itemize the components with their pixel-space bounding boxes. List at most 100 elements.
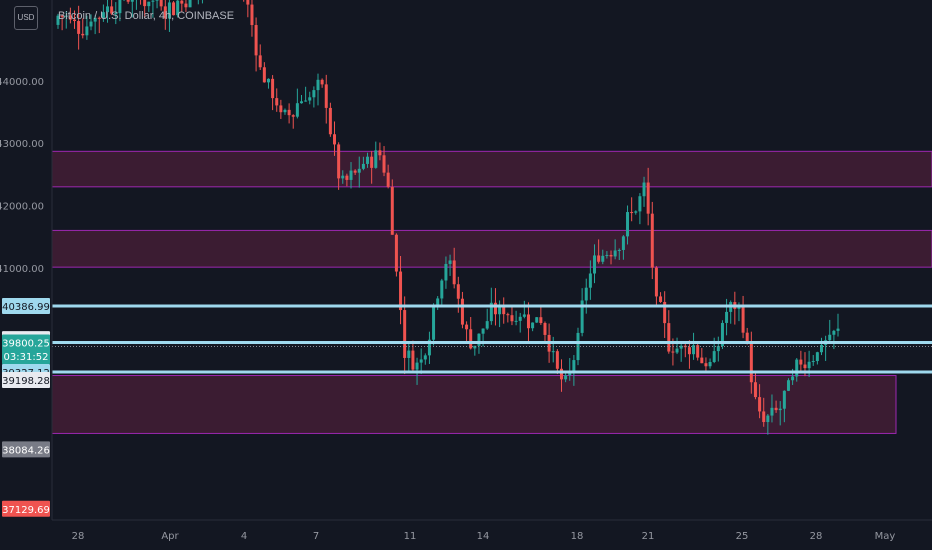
candle-down xyxy=(753,382,757,398)
candle-down xyxy=(184,3,188,8)
candle-up xyxy=(444,263,448,281)
candle-down xyxy=(758,397,762,412)
candle-up xyxy=(778,408,782,411)
candle-up xyxy=(807,361,811,369)
candle-down xyxy=(254,25,258,56)
price-label-box xyxy=(2,348,50,365)
candle-up xyxy=(308,97,312,101)
candle-down xyxy=(333,134,337,145)
price-label: 37129.69 xyxy=(2,505,50,516)
candle-up xyxy=(692,345,696,355)
candle-down xyxy=(650,213,654,268)
candle-up xyxy=(712,351,716,362)
currency-badge[interactable]: USD xyxy=(14,6,38,30)
candle-up xyxy=(481,328,485,334)
candle-down xyxy=(510,315,514,322)
price-label: 03:31:52 xyxy=(4,352,49,363)
candle-down xyxy=(126,0,130,2)
candle-up xyxy=(106,6,110,13)
candle-down xyxy=(654,267,658,297)
price-label: 38084.26 xyxy=(2,445,50,456)
candle-up xyxy=(675,348,679,353)
candle-down xyxy=(667,323,671,352)
candle-down xyxy=(799,359,803,365)
candle-up xyxy=(101,12,105,19)
candle-up xyxy=(349,170,353,180)
candle-up xyxy=(716,346,720,352)
candle-up xyxy=(782,390,786,409)
candle-down xyxy=(320,79,324,85)
candle-down xyxy=(246,0,250,5)
candle-down xyxy=(506,314,510,316)
candle-up xyxy=(118,0,122,14)
candle-up xyxy=(626,212,630,237)
candle-down xyxy=(543,323,547,335)
candle-up xyxy=(564,375,568,380)
candle-up xyxy=(485,321,489,329)
price-tick-label: 43000.00 xyxy=(0,139,44,150)
candle-up xyxy=(316,79,320,91)
candle-up xyxy=(638,196,642,212)
resistance-zone xyxy=(51,375,897,434)
candle-up xyxy=(130,0,134,2)
candle-up xyxy=(114,13,118,15)
time-tick-label: May xyxy=(875,531,896,542)
candle-down xyxy=(394,234,398,272)
candle-down xyxy=(399,271,403,311)
candle-up xyxy=(473,345,477,349)
candle-down xyxy=(353,170,357,173)
candle-up xyxy=(312,90,316,98)
time-tick-label: 4 xyxy=(241,531,247,542)
candle-down xyxy=(386,172,390,187)
candle-up xyxy=(266,78,270,83)
candle-up xyxy=(85,26,89,36)
candle-up xyxy=(56,15,60,25)
candle-down xyxy=(77,21,81,34)
price-label: 40386.99 xyxy=(2,302,50,313)
time-tick-label: 7 xyxy=(313,531,319,542)
price-label-box xyxy=(2,500,50,517)
candle-down xyxy=(180,0,184,4)
candle-down xyxy=(609,254,613,257)
candle-down xyxy=(456,284,460,299)
candle-down xyxy=(382,155,386,173)
candle-up xyxy=(436,298,440,305)
candle-up xyxy=(299,101,303,104)
candle-up xyxy=(832,330,836,335)
candle-up xyxy=(155,0,159,1)
candle-up xyxy=(341,175,345,179)
candle-up xyxy=(283,109,287,113)
candle-down xyxy=(262,67,266,83)
candle-up xyxy=(432,304,436,340)
candle-up xyxy=(786,380,790,391)
candle-down xyxy=(687,347,691,355)
resistance-zone xyxy=(51,229,932,268)
candle-up xyxy=(819,344,823,353)
candle-up xyxy=(828,334,832,341)
price-label: 39198.28 xyxy=(2,376,50,387)
time-axis xyxy=(52,520,932,550)
price-axis xyxy=(0,0,52,550)
candle-down xyxy=(60,15,64,17)
price-label-box xyxy=(2,371,50,388)
candle-up xyxy=(477,333,481,346)
candle-down xyxy=(559,368,563,380)
candle-up xyxy=(93,17,97,22)
candle-down xyxy=(659,296,663,302)
candle-down xyxy=(328,107,332,135)
candle-up xyxy=(176,0,180,16)
candle-up xyxy=(795,359,799,377)
candle-down xyxy=(324,84,328,108)
price-tick-label: 42000.00 xyxy=(0,202,44,213)
candle-up xyxy=(489,302,493,322)
candle-down xyxy=(539,317,543,324)
candle-down xyxy=(597,255,601,262)
candle-down xyxy=(250,4,254,26)
candle-up xyxy=(167,2,171,19)
candle-down xyxy=(172,2,176,16)
candle-up xyxy=(518,316,522,321)
resistance-zone xyxy=(51,150,932,188)
time-tick-label: 25 xyxy=(736,531,749,542)
